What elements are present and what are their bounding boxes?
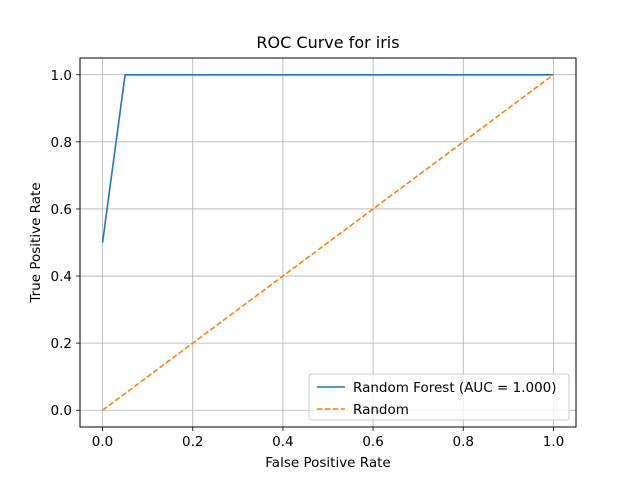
series-lines xyxy=(101,73,554,411)
chart-title: ROC Curve for iris xyxy=(256,33,399,52)
y-tick-label: 0.0 xyxy=(51,403,72,419)
x-tick-label: 0.4 xyxy=(272,434,293,450)
series-line-random xyxy=(102,74,554,411)
x-tick-label: 0.2 xyxy=(182,434,203,450)
plot-frame xyxy=(79,57,577,428)
y-tick-label: 1.0 xyxy=(51,68,72,84)
legend-box xyxy=(308,373,570,421)
x-tick-label: 0.8 xyxy=(453,434,474,450)
x-tick-label: 1.0 xyxy=(543,434,564,450)
x-tick-label: 0.6 xyxy=(362,434,383,450)
x-tick-label: 0.0 xyxy=(92,434,113,450)
legend: Random Forest (AUC = 1.000) Random xyxy=(308,373,570,421)
legend-label-random: Random xyxy=(353,402,409,418)
legend-label-random-forest: Random Forest (AUC = 1.000) xyxy=(353,380,557,396)
series-line-random-forest xyxy=(101,73,554,243)
grid-lines xyxy=(80,58,576,427)
y-tick-label: 0.8 xyxy=(51,135,72,151)
y-tick-label: 0.6 xyxy=(51,202,72,218)
y-axis-label: True Positive Rate xyxy=(28,182,44,303)
x-axis-ticks: 0.0 0.2 0.4 0.6 0.8 1.0 xyxy=(92,427,564,450)
y-tick-label: 0.4 xyxy=(51,269,72,285)
y-tick-label: 0.2 xyxy=(51,336,72,352)
y-axis-ticks: 0.0 0.2 0.4 0.6 0.8 1.0 xyxy=(51,68,80,419)
x-axis-label: False Positive Rate xyxy=(265,455,390,471)
